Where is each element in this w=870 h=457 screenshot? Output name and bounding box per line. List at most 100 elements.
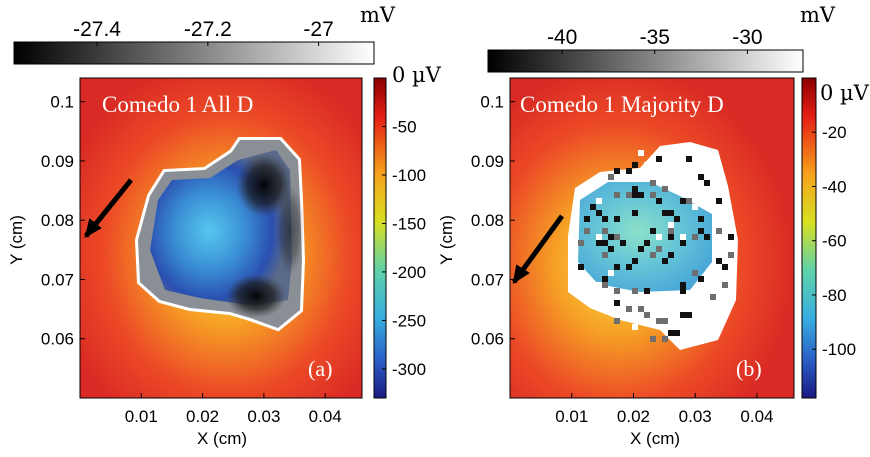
speckle-pixel — [608, 234, 614, 240]
y-tick-label: 0.1 — [480, 93, 504, 112]
speckle-pixel — [650, 228, 656, 234]
y-tick-label: 0.08 — [41, 211, 74, 230]
x-tick-label: 0.01 — [125, 407, 158, 426]
speckle-pixel — [698, 174, 704, 180]
speckle-pixel — [596, 240, 602, 246]
speckle-pixel — [674, 216, 680, 222]
speckle-pixel — [596, 234, 602, 240]
y-tick-label: 0.06 — [471, 330, 504, 349]
speckle-pixel — [644, 288, 650, 294]
x-tick-label: 0.03 — [679, 407, 712, 426]
speckle-pixel — [626, 168, 632, 174]
arrow-head — [84, 218, 102, 239]
speckle-pixel — [716, 198, 722, 204]
speckle-pixel — [698, 216, 704, 222]
colorbar-tick-label: -150 — [392, 214, 426, 233]
speckle-pixel — [614, 300, 620, 306]
speckle-pixel — [596, 198, 602, 204]
dark-spot-right — [276, 184, 304, 276]
colorbar-tick-label: -250 — [392, 311, 426, 330]
speckle-pixel — [668, 210, 674, 216]
speckle-pixel — [722, 222, 728, 228]
speckle-pixel — [632, 192, 638, 198]
speckle-pixel — [596, 210, 602, 216]
speckle-pixel — [722, 282, 728, 288]
colorbar-tick-label: -100 — [392, 166, 426, 185]
speckle-pixel — [656, 306, 662, 312]
speckle-pixel — [584, 228, 590, 234]
speckle-pixel — [698, 276, 704, 282]
plot-frame — [509, 77, 795, 399]
lesion-region — [568, 142, 738, 350]
panel-label: (b) — [736, 356, 762, 381]
speckle-pixel — [632, 186, 638, 192]
speckle-pixel — [680, 312, 686, 318]
speckle-pixel — [680, 198, 686, 204]
arrow-head — [512, 264, 530, 285]
speckle-pixel — [728, 234, 734, 240]
dark-spot-lower — [226, 274, 286, 318]
speckle-pixel — [626, 264, 632, 270]
speckle-pixel — [632, 324, 638, 330]
speckle-pixel — [680, 282, 686, 288]
speckle-pixel — [686, 156, 692, 162]
speckle-pixel — [722, 264, 728, 270]
y-tick-label: 0.06 — [41, 330, 74, 349]
speckle-pixel — [638, 192, 644, 198]
speckle-pixel — [632, 162, 638, 168]
y-tick-label: 0.09 — [41, 152, 74, 171]
speckle-pixel — [668, 252, 674, 258]
x-tick-label: 0.04 — [309, 407, 342, 426]
speckle-pixel — [614, 318, 620, 324]
speckle-pixel — [638, 246, 644, 252]
speckle-pixel — [710, 294, 716, 300]
panel-b: 0.01 0.02 0.03 0.04 0.1 0.09 0.08 0.07 0.06 X (cm… — [437, 3, 870, 448]
colorbar-unit: 0 µV — [820, 81, 870, 105]
overlay-colorbar — [487, 49, 804, 73]
speckle-pixel — [704, 234, 710, 240]
speckle-pixel — [578, 240, 584, 246]
speckle-pixel — [650, 180, 656, 186]
dark-spot-upper — [236, 153, 292, 217]
speckle-pixel — [614, 264, 620, 270]
speckle-pixel — [644, 312, 650, 318]
speckle-pixel — [608, 270, 614, 276]
speckle-pixel — [608, 174, 614, 180]
speckle-pixel — [692, 204, 698, 210]
x-axis-label: X (cm) — [630, 429, 680, 448]
speckle-pixel — [626, 192, 632, 198]
speckle-pixel — [686, 312, 692, 318]
speckle-pixel — [602, 276, 608, 282]
speckle-pixel — [614, 234, 620, 240]
speckle-pixel — [602, 228, 608, 234]
speckle-pixel — [680, 330, 686, 336]
speckle-pixel — [656, 234, 662, 240]
speckle-pixel — [638, 168, 644, 174]
speckle-pixel — [656, 156, 662, 162]
speckle-pixel — [602, 240, 608, 246]
speckle-pixel — [590, 204, 596, 210]
speckle-pixel — [584, 216, 590, 222]
speckle-pixel — [578, 264, 584, 270]
overlay-colorbar-tick-label: -40 — [547, 26, 577, 49]
speckle-pixel — [614, 288, 620, 294]
x-tick-label: 0.01 — [555, 407, 588, 426]
y-tick-label: 0.1 — [50, 93, 74, 112]
speckle-pixel — [650, 192, 656, 198]
speckle-pixel — [626, 306, 632, 312]
panel-a: 0.01 0.02 0.03 0.04 0.1 0.09 0.08 0.07 0.06 X (cm… — [7, 3, 442, 448]
overlay-colorbar — [13, 41, 375, 65]
speckle-pixel — [644, 240, 650, 246]
colorbar-tick-label: -50 — [392, 117, 417, 136]
speckle-pixel — [728, 252, 734, 258]
speckle-pixel — [680, 234, 686, 240]
speckle-pixel — [632, 210, 638, 216]
y-tick-label: 0.08 — [471, 211, 504, 230]
colorbar — [801, 77, 817, 399]
colorbar-tick-label: -40 — [822, 177, 847, 196]
speckle-pixel — [692, 270, 698, 276]
colorbar-tick-label: -60 — [822, 232, 847, 251]
speckle-pixel — [620, 240, 626, 246]
speckle-pixel — [602, 252, 608, 258]
